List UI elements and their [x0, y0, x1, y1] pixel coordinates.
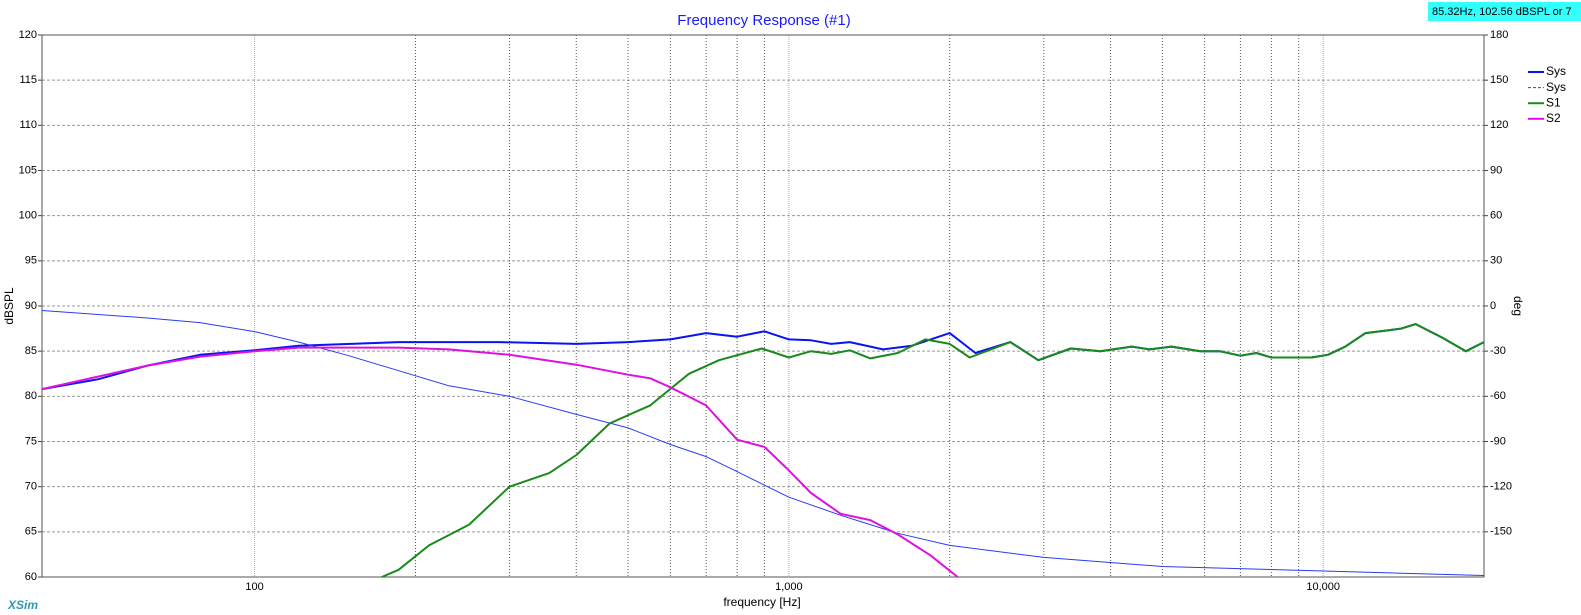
x-axis-label: frequency [Hz]: [723, 595, 800, 609]
y-tick-label: 100: [19, 210, 37, 222]
y2-tick-label: 60: [1490, 210, 1502, 222]
legend-label: S2: [1546, 111, 1561, 125]
y2-tick-label: 120: [1490, 119, 1508, 131]
y-tick-label: 85: [25, 345, 37, 357]
y-tick-label: 80: [25, 390, 37, 402]
y-axis-label: dBSPL: [2, 287, 16, 325]
y2-tick-label: -90: [1490, 435, 1506, 447]
y2-tick-label: -120: [1490, 481, 1512, 493]
y2-tick-label: 30: [1490, 255, 1502, 267]
x-tick-label: 100: [245, 581, 263, 593]
y-tick-label: 75: [25, 435, 37, 447]
y2-tick-label: 180: [1490, 29, 1508, 41]
y2-tick-label: 90: [1490, 164, 1502, 176]
logo: XSim: [7, 598, 38, 612]
cursor-readout: 85.32Hz, 102.56 dBSPL or 7: [1432, 6, 1572, 18]
plot-frame: [41, 34, 1485, 578]
legend-label: Sys: [1546, 64, 1566, 78]
series-line: [41, 310, 1485, 576]
y2-tick-label: -30: [1490, 345, 1506, 357]
y-tick-label: 110: [19, 119, 37, 131]
y-tick-label: 105: [19, 164, 37, 176]
series-line: [41, 346, 959, 578]
x-tick-label: 1,000: [775, 581, 803, 593]
y2-tick-label: 0: [1490, 300, 1496, 312]
legend-label: S1: [1546, 95, 1561, 109]
x-tick-label: 10,000: [1306, 581, 1340, 593]
cursor-box: [1428, 2, 1581, 21]
legend-label: Sys: [1546, 80, 1566, 94]
chart-title: Frequency Response (#1): [677, 12, 850, 29]
y-tick-label: 95: [25, 255, 37, 267]
y2-axis-label: deg: [1511, 296, 1525, 316]
y2-tick-label: -150: [1490, 526, 1512, 538]
y-tick-label: 115: [19, 74, 37, 86]
y2-tick-label: -60: [1490, 390, 1506, 402]
y-tick-label: 70: [25, 481, 37, 493]
y-tick-label: 60: [25, 571, 37, 583]
y-tick-label: 65: [25, 526, 37, 538]
y-tick-label: 120: [19, 29, 37, 41]
y-tick-label: 90: [25, 300, 37, 312]
series-line: [381, 323, 1485, 578]
y2-tick-label: 150: [1490, 74, 1508, 86]
